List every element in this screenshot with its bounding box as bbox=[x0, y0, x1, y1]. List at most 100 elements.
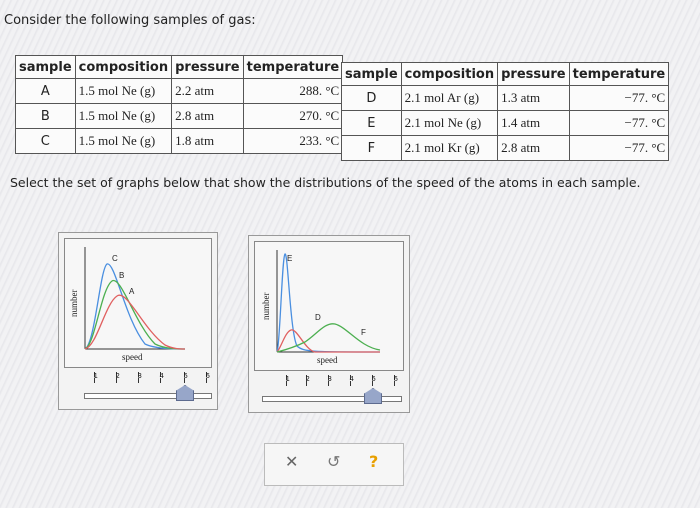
slider-tick-label: 1 bbox=[93, 372, 98, 380]
curve-a bbox=[84, 294, 186, 350]
curve-e bbox=[276, 253, 381, 353]
sample-composition: 2.1 mol Ar (g) bbox=[400, 85, 499, 111]
sample-composition: 2.1 mol Kr (g) bbox=[400, 135, 499, 161]
table-row: A 1.5 mol Ne (g) 2.2 atm 288. °C bbox=[15, 78, 344, 104]
graph-2-svg bbox=[276, 250, 381, 353]
curve-label: E bbox=[287, 254, 293, 263]
graph-option-1[interactable]: number speed C B A 1 2 3 4 5 6 bbox=[58, 232, 218, 410]
x-axis-label: speed bbox=[317, 355, 338, 365]
slider-tick: 6 bbox=[202, 371, 210, 383]
slider-tick: 2 bbox=[112, 371, 120, 383]
slider-tick-label: 5 bbox=[371, 375, 376, 383]
samples-table-left: sample composition pressure temperature … bbox=[15, 55, 344, 154]
sample-temperature: 233. °C bbox=[242, 128, 344, 154]
curve-label: A bbox=[129, 287, 135, 296]
curve-label: C bbox=[112, 254, 118, 263]
table-header-row: sample composition pressure temperature bbox=[341, 62, 670, 86]
slider-tick-label: 4 bbox=[159, 372, 164, 380]
sample-temperature: 270. °C bbox=[242, 103, 344, 129]
instruction-text: Select the set of graphs below that show… bbox=[10, 175, 641, 190]
slider-tick: 5 bbox=[368, 374, 376, 386]
slider-tick: 3 bbox=[134, 371, 142, 383]
y-axis-label: number bbox=[261, 292, 271, 321]
sample-composition: 1.5 mol Ne (g) bbox=[74, 103, 173, 129]
curve-label: B bbox=[119, 271, 125, 280]
curve-label: F bbox=[361, 328, 366, 337]
slider-tick: 4 bbox=[156, 371, 164, 383]
slider-tick: 6 bbox=[390, 374, 398, 386]
slider-tick: 3 bbox=[324, 374, 332, 386]
undo-button[interactable]: ↺ bbox=[327, 452, 341, 471]
slider-tick: 2 bbox=[302, 374, 310, 386]
slider-tick-label: 3 bbox=[327, 375, 332, 383]
graph-2-slider[interactable]: 1 2 3 4 5 6 bbox=[262, 374, 402, 404]
table-row: D 2.1 mol Ar (g) 1.3 atm −77. °C bbox=[341, 85, 670, 111]
graph-1-plot: number speed C B A bbox=[64, 238, 212, 368]
slider-tick-label: 1 bbox=[285, 375, 290, 383]
col-composition: composition bbox=[400, 62, 499, 86]
slider-tick-label: 2 bbox=[115, 372, 120, 380]
table-row: B 1.5 mol Ne (g) 2.8 atm 270. °C bbox=[15, 103, 344, 129]
slider-tick-label: 5 bbox=[183, 372, 188, 380]
curve-b bbox=[84, 280, 186, 350]
table-header-row: sample composition pressure temperature bbox=[15, 55, 344, 79]
curve-label: D bbox=[315, 313, 321, 322]
sample-id: E bbox=[341, 110, 402, 136]
slider-tick-label: 6 bbox=[393, 375, 398, 383]
slider-tick: 1 bbox=[282, 374, 290, 386]
sample-pressure: 2.8 atm bbox=[171, 103, 244, 129]
sample-composition: 2.1 mol Ne (g) bbox=[400, 110, 499, 136]
slider-track[interactable] bbox=[262, 396, 402, 402]
slider-tick-label: 3 bbox=[137, 372, 142, 380]
sample-id: A bbox=[15, 78, 76, 104]
curve-c bbox=[84, 263, 186, 350]
sample-id: F bbox=[341, 135, 402, 161]
col-pressure: pressure bbox=[497, 62, 570, 86]
sample-temperature: −77. °C bbox=[568, 135, 670, 161]
sample-temperature: −77. °C bbox=[568, 110, 670, 136]
graph-1-slider[interactable]: 1 2 3 4 5 6 bbox=[84, 371, 212, 401]
samples-table-right: sample composition pressure temperature … bbox=[341, 62, 670, 161]
curve-f bbox=[276, 323, 381, 353]
col-temperature: temperature bbox=[242, 55, 344, 79]
sample-pressure: 1.8 atm bbox=[171, 128, 244, 154]
col-sample: sample bbox=[341, 62, 402, 86]
slider-tick: 5 bbox=[180, 371, 188, 383]
y-axis-label: number bbox=[69, 289, 79, 318]
table-row: E 2.1 mol Ne (g) 1.4 atm −77. °C bbox=[341, 110, 670, 136]
slider-tick: 1 bbox=[90, 371, 98, 383]
action-bar: ✕ ↺ ? bbox=[264, 443, 404, 486]
sample-id: B bbox=[15, 103, 76, 129]
sample-composition: 1.5 mol Ne (g) bbox=[74, 128, 173, 154]
slider-tick: 4 bbox=[346, 374, 354, 386]
sample-composition: 1.5 mol Ne (g) bbox=[74, 78, 173, 104]
col-pressure: pressure bbox=[171, 55, 244, 79]
slider-tick-label: 6 bbox=[205, 372, 210, 380]
slider-tick-label: 2 bbox=[305, 375, 310, 383]
slider-tick-label: 4 bbox=[349, 375, 354, 383]
col-temperature: temperature bbox=[568, 62, 670, 86]
sample-id: C bbox=[15, 128, 76, 154]
sample-temperature: 288. °C bbox=[242, 78, 344, 104]
col-sample: sample bbox=[15, 55, 76, 79]
slider-thumb[interactable] bbox=[176, 385, 194, 401]
table-row: C 1.5 mol Ne (g) 1.8 atm 233. °C bbox=[15, 128, 344, 154]
table-row: F 2.1 mol Kr (g) 2.8 atm −77. °C bbox=[341, 135, 670, 161]
sample-pressure: 1.3 atm bbox=[497, 85, 570, 111]
slider-thumb[interactable] bbox=[364, 388, 382, 404]
sample-id: D bbox=[341, 85, 402, 111]
sample-temperature: −77. °C bbox=[568, 85, 670, 111]
sample-pressure: 1.4 atm bbox=[497, 110, 570, 136]
graph-1-svg bbox=[84, 247, 186, 350]
help-button[interactable]: ? bbox=[369, 452, 379, 471]
graph-2-plot: number speed E D F bbox=[254, 241, 404, 371]
clear-button[interactable]: ✕ bbox=[285, 452, 299, 471]
graph-option-2[interactable]: number speed E D F 1 2 3 4 5 6 bbox=[248, 235, 410, 413]
sample-pressure: 2.8 atm bbox=[497, 135, 570, 161]
col-composition: composition bbox=[74, 55, 173, 79]
x-axis-label: speed bbox=[122, 352, 143, 362]
question-text: Consider the following samples of gas: bbox=[4, 13, 256, 28]
sample-pressure: 2.2 atm bbox=[171, 78, 244, 104]
slider-track[interactable] bbox=[84, 393, 212, 399]
curve-d bbox=[276, 329, 380, 353]
